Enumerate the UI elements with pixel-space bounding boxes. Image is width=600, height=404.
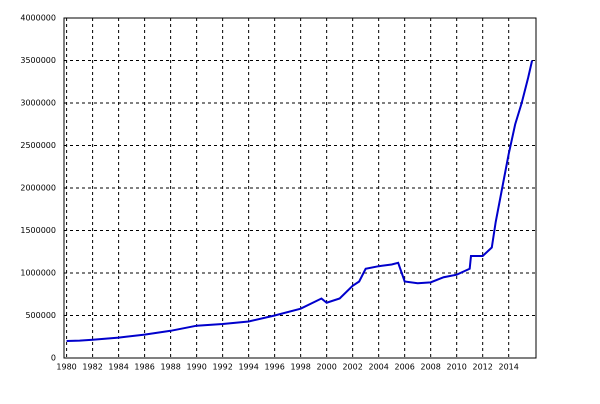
x-tick-label: 1982 [82,363,102,372]
plot-frame [63,17,537,359]
x-tick-label: 1986 [134,363,154,372]
x-tick-label: 2012 [473,363,493,372]
x-tick-label: 1984 [108,363,128,372]
x-tick-label: 2010 [447,363,467,372]
x-tick-label: 1980 [56,363,76,372]
x-tick-label: 1994 [238,363,258,372]
x-tick-label: 1990 [186,363,206,372]
y-tick-label: 4000000 [20,14,56,23]
x-tick-label: 1996 [264,363,284,372]
y-tick-label: 1000000 [20,269,56,278]
x-tick-label: 2002 [342,363,362,372]
y-tick-label: 3500000 [20,56,56,65]
y-tick-label: 2500000 [20,141,56,150]
y-tick-label: 500000 [25,311,56,320]
series-line [66,60,534,342]
x-tick-label: 2006 [394,363,414,372]
y-tick-label: 2000000 [20,184,56,193]
y-tick-label: 3000000 [20,99,56,108]
x-tick-label: 1998 [290,363,310,372]
x-tick-label: 2000 [316,363,336,372]
y-tick-label: 0 [51,354,56,363]
x-tick-label: 2008 [420,363,440,372]
x-tick-label: 1992 [212,363,232,372]
x-tick-label: 2014 [499,363,519,372]
x-tick-label: 1988 [160,363,180,372]
y-tick-label: 1500000 [20,226,56,235]
x-tick-label: 2004 [368,363,388,372]
